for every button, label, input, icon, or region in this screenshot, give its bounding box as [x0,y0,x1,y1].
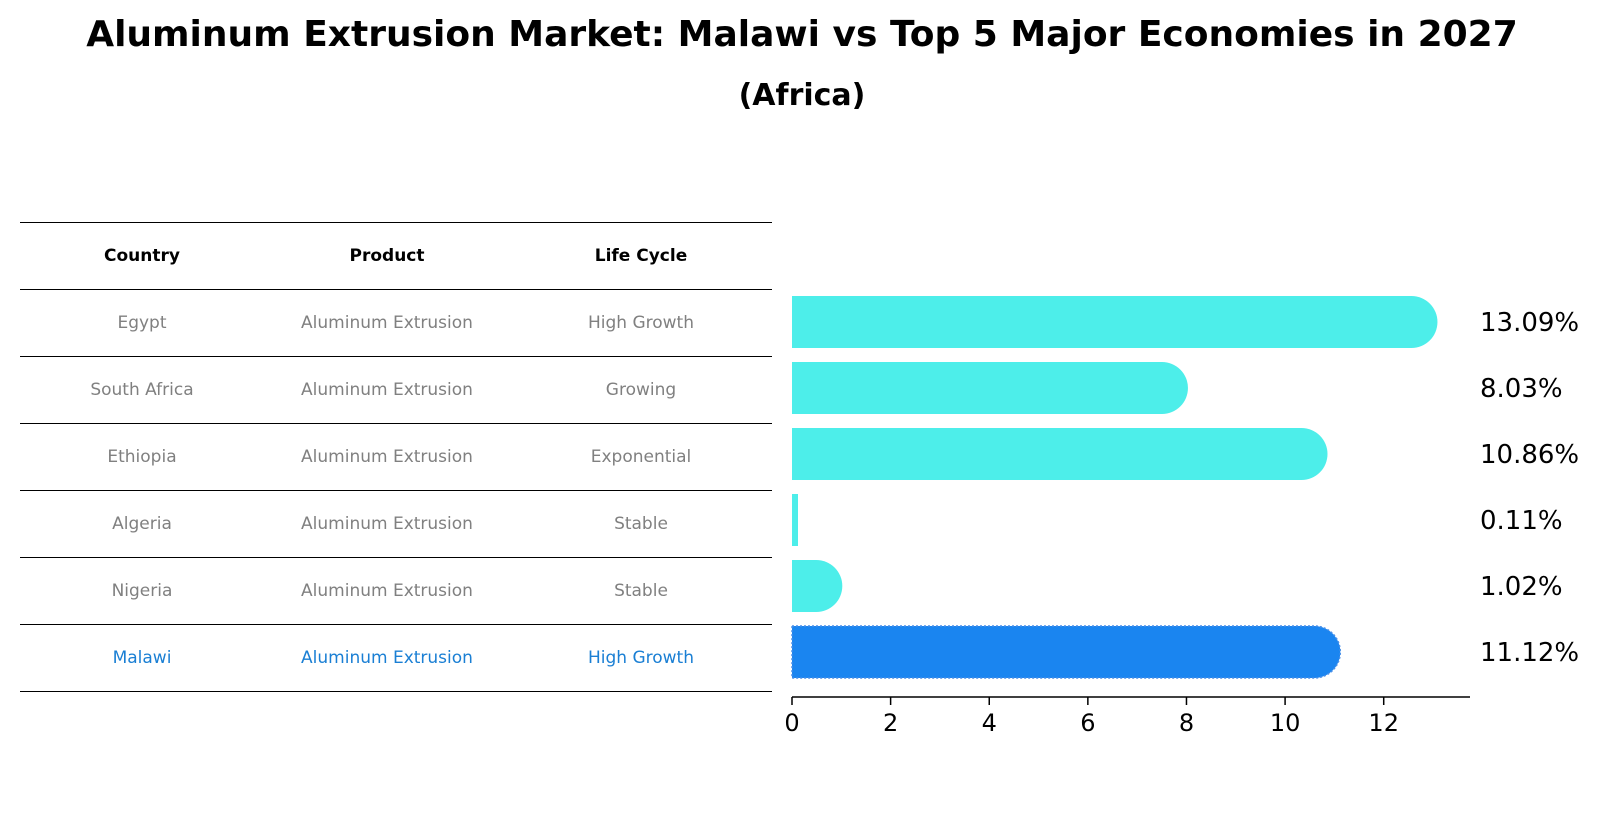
table-row: South Africa Aluminum Extrusion Growing [20,356,772,424]
product-cell: Aluminum Extrusion [264,289,510,357]
x-tick-label: 0 [784,709,799,737]
data-label: 1.02% [1480,572,1563,602]
data-label: 13.09% [1480,308,1579,338]
table-row: Ethiopia Aluminum Extrusion Exponential [20,423,772,491]
chart-title: Aluminum Extrusion Market: Malawi vs Top… [86,14,1518,55]
column-header-product: Product [264,222,510,290]
table-row-highlighted: Malawi Aluminum Extrusion High Growth [20,624,772,692]
country-cell: Nigeria [20,557,264,625]
bar-highlighted [791,625,1342,679]
data-label: 8.03% [1480,374,1563,404]
product-cell: Aluminum Extrusion [264,557,510,625]
bar [792,494,798,546]
column-header-life-cycle: Life Cycle [510,222,772,290]
x-tick-label: 10 [1270,709,1301,737]
bar [792,296,1438,348]
country-cell: Ethiopia [20,423,264,491]
bar [792,560,843,612]
country-cell: Egypt [20,289,264,357]
table-row: Algeria Aluminum Extrusion Stable [20,490,772,558]
x-tick-label: 6 [1080,709,1095,737]
product-cell: Aluminum Extrusion [264,423,510,491]
life-cycle-cell: Stable [510,557,772,625]
data-label: 10.86% [1480,440,1579,470]
country-cell: Algeria [20,490,264,558]
life-cycle-cell: Exponential [510,423,772,491]
x-tick-label: 2 [883,709,898,737]
country-table: Country Product Life Cycle Egypt Aluminu… [20,222,772,692]
column-header-country: Country [20,222,264,290]
table-row: Egypt Aluminum Extrusion High Growth [20,289,772,357]
data-label: 0.11% [1480,506,1563,536]
bar [792,362,1188,414]
data-label: 11.12% [1480,638,1579,668]
product-cell: Aluminum Extrusion [264,356,510,424]
x-tick-label: 8 [1179,709,1194,737]
bar [792,428,1328,480]
life-cycle-cell: High Growth [510,624,772,692]
life-cycle-cell: Growing [510,356,772,424]
product-cell: Aluminum Extrusion [264,490,510,558]
product-cell: Aluminum Extrusion [264,624,510,692]
country-cell: South Africa [20,356,264,424]
chart-subtitle: (Africa) [738,78,866,113]
life-cycle-cell: Stable [510,490,772,558]
life-cycle-cell: High Growth [510,289,772,357]
country-cell: Malawi [20,624,264,692]
table-header-row: Country Product Life Cycle [20,222,772,290]
x-tick-label: 12 [1368,709,1399,737]
table-row: Nigeria Aluminum Extrusion Stable [20,557,772,625]
x-tick-label: 4 [982,709,997,737]
